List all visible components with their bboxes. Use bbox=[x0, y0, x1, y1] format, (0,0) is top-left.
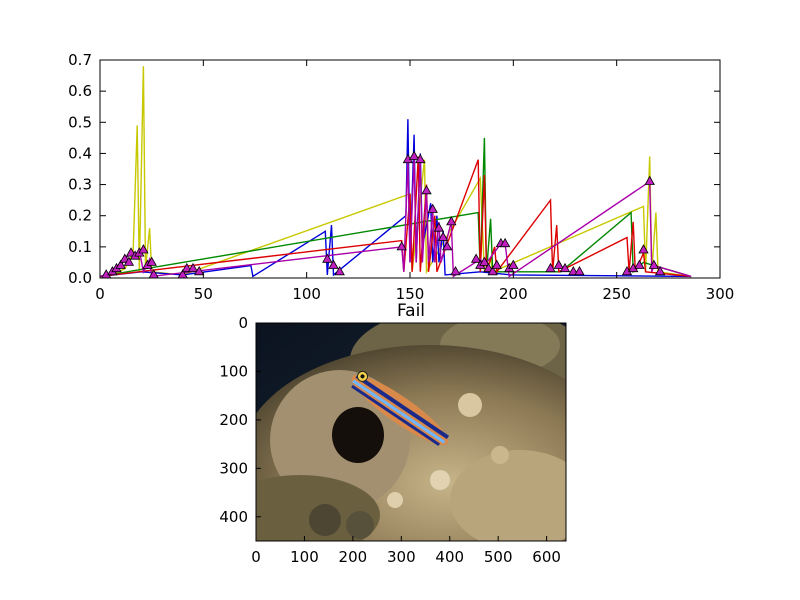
x-tick-label-4: 200 bbox=[499, 285, 528, 303]
line-chart: 0 50 100 150 200 250 300 0.0 0.1 0.2 0.3 0.4 0.5 0.6 0… bbox=[68, 51, 734, 303]
triangle-marker-42 bbox=[553, 259, 564, 269]
img-y-tick-label-3: 300 bbox=[219, 459, 248, 477]
triangle-marker-43 bbox=[559, 262, 571, 273]
triangle-marker-22 bbox=[408, 150, 420, 160]
line-marker-layer bbox=[101, 150, 666, 279]
triangle-marker-41 bbox=[545, 262, 556, 273]
y-tick-label-0: 0.0 bbox=[68, 269, 92, 287]
image-frame bbox=[255, 322, 567, 542]
triangle-marker-38 bbox=[499, 237, 511, 248]
image-title: Fail bbox=[397, 301, 425, 321]
img-y-tick-label-4: 400 bbox=[219, 508, 248, 526]
img-x-tick-label-4: 400 bbox=[435, 548, 464, 566]
triangle-marker-40 bbox=[508, 259, 519, 269]
img-x-tick-label-5: 500 bbox=[484, 548, 513, 566]
y-tick-label-6: 0.6 bbox=[68, 82, 92, 100]
x-tick-label-5: 250 bbox=[602, 285, 631, 303]
img-x-tick-label-2: 200 bbox=[339, 548, 368, 566]
triangle-marker-45 bbox=[574, 265, 585, 276]
y-tick-label-7: 0.7 bbox=[68, 51, 92, 69]
triangle-marker-27 bbox=[437, 231, 449, 241]
image-panel: Fail 0 100 200 300 bbox=[219, 301, 567, 566]
triangle-marker-9 bbox=[138, 244, 149, 254]
triangle-marker-17 bbox=[322, 253, 333, 263]
y-tick-label-3: 0.3 bbox=[68, 176, 92, 194]
triangle-marker-49 bbox=[638, 244, 649, 254]
fish-photo bbox=[256, 323, 566, 541]
triangle-marker-23 bbox=[415, 153, 426, 164]
img-x-tick-label-1: 100 bbox=[290, 548, 319, 566]
y-tick-label-2: 0.2 bbox=[68, 207, 92, 225]
x-tick-label-1: 50 bbox=[194, 285, 213, 303]
triangle-marker-36 bbox=[491, 259, 502, 269]
triangle-marker-44 bbox=[568, 265, 579, 276]
triangle-marker-20 bbox=[396, 241, 407, 251]
img-x-tick-label-0: 0 bbox=[251, 548, 261, 566]
triangle-marker-50 bbox=[644, 175, 655, 185]
triangle-marker-51 bbox=[648, 259, 660, 269]
triangle-marker-14 bbox=[181, 262, 192, 273]
img-x-tick-label-6: 600 bbox=[532, 548, 561, 566]
triangle-marker-48 bbox=[634, 259, 645, 269]
triangle-marker-5 bbox=[123, 256, 135, 266]
fish-body bbox=[351, 370, 450, 446]
triangle-marker-26 bbox=[433, 222, 445, 232]
triangle-marker-35 bbox=[487, 265, 498, 276]
img-y-tick-label-2: 200 bbox=[219, 411, 248, 429]
triangle-marker-16 bbox=[194, 265, 205, 276]
triangle-marker-18 bbox=[328, 259, 339, 269]
y-tick-label-4: 0.4 bbox=[68, 144, 92, 162]
triangle-marker-30 bbox=[450, 265, 461, 276]
triangle-marker-31 bbox=[470, 253, 482, 263]
x-tick-label-3: 150 bbox=[396, 285, 425, 303]
img-y-tick-label-0: 0 bbox=[238, 314, 248, 332]
triangle-marker-24 bbox=[421, 184, 432, 195]
img-y-tick-label-1: 100 bbox=[219, 362, 248, 380]
triangle-marker-3 bbox=[115, 259, 126, 269]
triangle-marker-29 bbox=[446, 216, 457, 226]
x-tick-label-2: 100 bbox=[292, 285, 321, 303]
y-tick-label-5: 0.5 bbox=[68, 113, 92, 131]
triangle-marker-25 bbox=[427, 203, 438, 213]
img-x-tick-label-3: 300 bbox=[387, 548, 416, 566]
triangle-marker-15 bbox=[187, 262, 199, 273]
x-tick-label-0: 0 bbox=[95, 285, 105, 303]
triangle-marker-11 bbox=[146, 256, 157, 266]
x-tick-label-6: 300 bbox=[706, 285, 735, 303]
y-tick-label-1: 0.1 bbox=[68, 238, 92, 256]
triangle-marker-28 bbox=[442, 241, 453, 251]
line-axes-layer: 0 50 100 150 200 250 300 0.0 0.1 0.2 0.3 0.4 0.5 0.6 0… bbox=[68, 51, 734, 303]
triangle-marker-33 bbox=[479, 256, 490, 266]
triangle-marker-19 bbox=[334, 265, 345, 276]
triangle-marker-52 bbox=[654, 265, 666, 276]
image-axes-layer: 0 100 200 300 400 500 600 0 100 200 300 400 bbox=[219, 314, 561, 566]
